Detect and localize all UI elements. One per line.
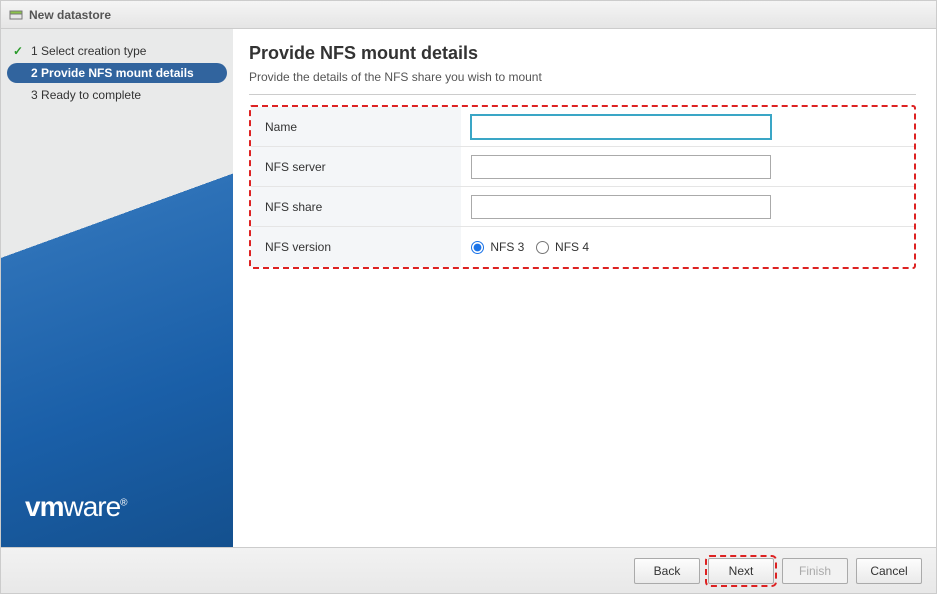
wizard-steps: ✓ 1 Select creation type 2 Provide NFS m… — [1, 41, 233, 105]
step-provide-nfs-mount[interactable]: 2 Provide NFS mount details — [7, 63, 227, 83]
page-subtitle: Provide the details of the NFS share you… — [249, 70, 916, 95]
step-ready-to-complete[interactable]: 3 Ready to complete — [7, 85, 227, 105]
label-nfs-server: NFS server — [251, 147, 461, 186]
nfs-server-input[interactable] — [471, 155, 771, 179]
label-nfs-version: NFS version — [251, 227, 461, 267]
wizard-sidebar: ✓ 1 Select creation type 2 Provide NFS m… — [1, 29, 233, 547]
name-input[interactable] — [471, 115, 771, 139]
nfs-share-input[interactable] — [471, 195, 771, 219]
wizard-footer: Back Next Finish Cancel — [1, 547, 936, 593]
check-icon: ✓ — [13, 44, 23, 58]
radio-nfs3-label[interactable]: NFS 3 — [471, 240, 528, 254]
radio-nfs4[interactable] — [536, 241, 549, 254]
form-highlight-box: Name NFS server NFS share NFS version — [249, 105, 916, 269]
wizard-content: Provide NFS mount details Provide the de… — [233, 29, 936, 547]
vmware-logo: vmware® — [25, 491, 127, 523]
step-select-creation-type[interactable]: ✓ 1 Select creation type — [7, 41, 227, 61]
row-name: Name — [251, 107, 914, 147]
window-titlebar: New datastore — [1, 1, 936, 29]
datastore-icon — [9, 8, 23, 22]
row-nfs-server: NFS server — [251, 147, 914, 187]
finish-button[interactable]: Finish — [782, 558, 848, 584]
page-title: Provide NFS mount details — [249, 43, 916, 64]
label-nfs-share: NFS share — [251, 187, 461, 226]
row-nfs-version: NFS version NFS 3 NFS 4 — [251, 227, 914, 267]
back-button[interactable]: Back — [634, 558, 700, 584]
radio-nfs4-label[interactable]: NFS 4 — [536, 240, 589, 254]
cancel-button[interactable]: Cancel — [856, 558, 922, 584]
window-title: New datastore — [29, 8, 111, 22]
row-nfs-share: NFS share — [251, 187, 914, 227]
next-button[interactable]: Next — [708, 558, 774, 584]
label-name: Name — [251, 107, 461, 146]
radio-nfs3[interactable] — [471, 241, 484, 254]
